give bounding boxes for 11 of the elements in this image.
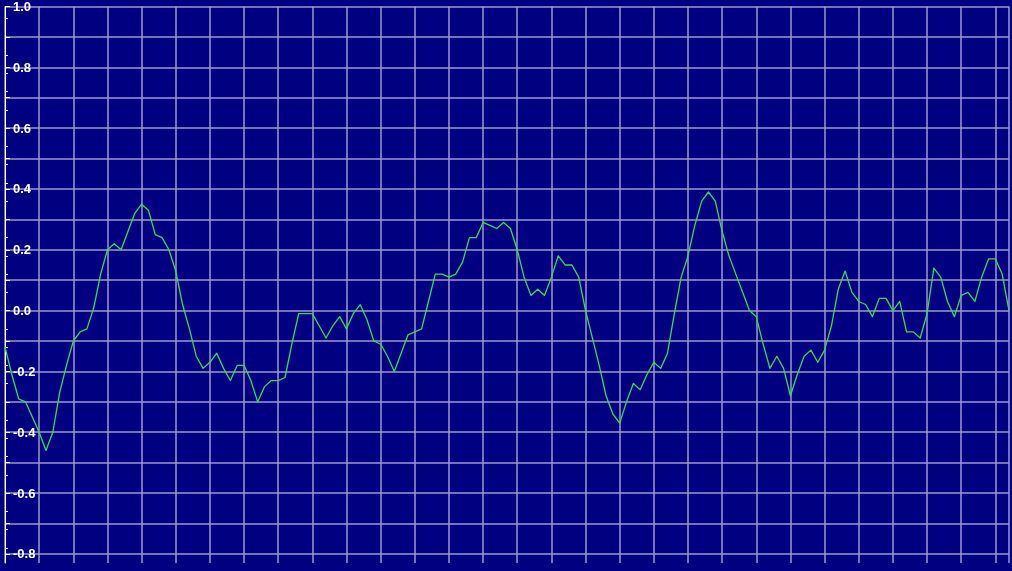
y-tick-label: 0.8 [13, 59, 32, 75]
y-tick-label: -0.6 [13, 485, 36, 501]
y-tick-label: -0.2 [13, 363, 36, 379]
y-tick-label: -0.4 [13, 424, 37, 440]
y-tick-label: 1.0 [13, 0, 32, 14]
y-tick-label: 0.4 [13, 181, 32, 197]
y-tick-label: 0.2 [13, 242, 32, 258]
y-tick-label: -0.8 [13, 546, 36, 562]
y-tick-label: 0.6 [13, 120, 32, 136]
y-tick-label: 0.0 [13, 303, 32, 319]
line-series [4, 191, 1010, 452]
